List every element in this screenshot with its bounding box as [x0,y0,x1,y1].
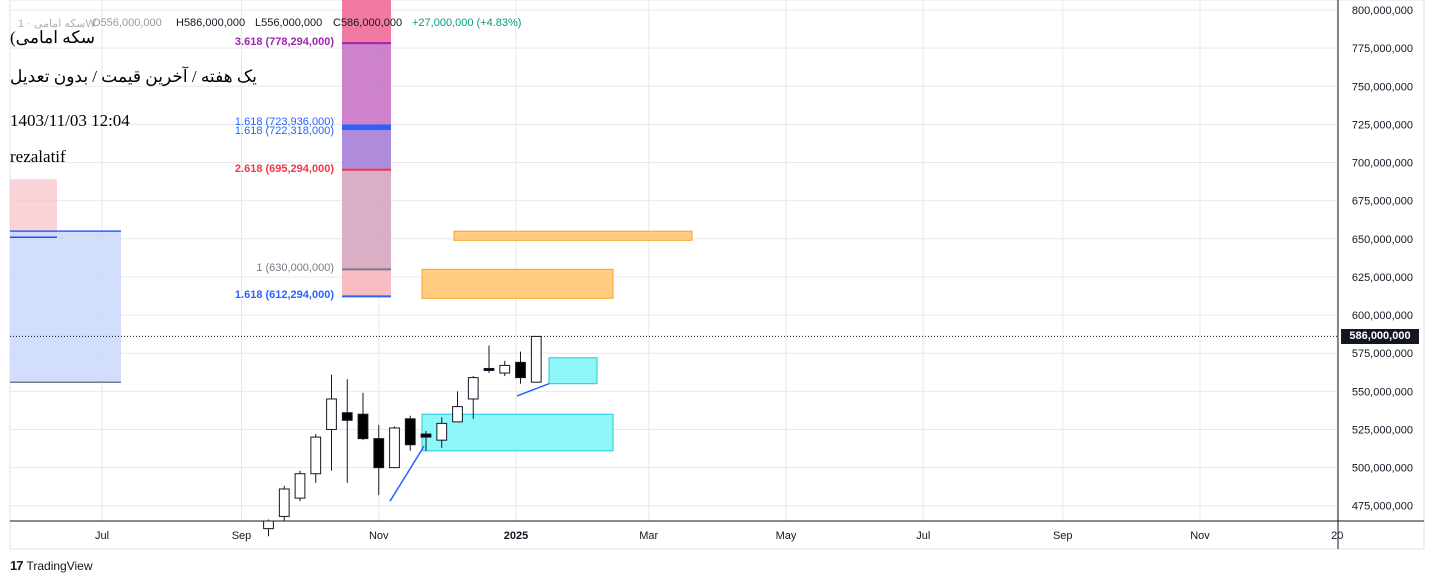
y-tick-label: 775,000,000 [1352,43,1413,55]
cyan-zone-lower [421,413,614,452]
left-blue-box [10,231,121,383]
candle [263,519,274,537]
ohlc-open: O556,000,000 [92,17,162,29]
candle-body [530,335,542,383]
candle [278,485,290,521]
y-tick-label: 800,000,000 [1352,5,1413,17]
overlay-title: (سکه امامی [10,28,95,47]
x-tick-label: Sep [1053,530,1073,542]
candle [357,392,369,441]
candle-body [294,473,306,499]
candle [294,470,306,502]
candle-body [515,361,526,379]
x-tick-label: Jul [95,530,109,542]
y-tick-label: 625,000,000 [1352,272,1413,284]
x-tick-label: May [776,530,797,542]
fib-label: 2.618 (695,294,000) [234,162,334,175]
ohlc-low: L556,000,000 [255,17,323,29]
candle [483,345,495,374]
x-tick-label: Nov [369,530,389,542]
overlay-subtitle: یک هفته / آخرین قیمت / بدون تعدیل [10,67,257,86]
candle-body [389,427,400,469]
y-tick-label: 700,000,000 [1352,158,1413,170]
chart-axes: 475,000,000 500,000,000 525,000,000 550,000… [10,0,1424,549]
candle [467,376,479,419]
brand-label: TradingView [26,558,93,573]
candle-body [404,418,416,446]
tradingview-brand[interactable]: 17 TradingView [10,558,93,573]
candle [452,391,463,423]
y-tick-label: 650,000,000 [1352,234,1413,246]
left-pink-box [10,179,57,238]
candle [515,351,526,384]
candle-body [420,433,432,438]
y-tick-label: 725,000,000 [1352,119,1413,131]
overlay-author: rezalatif [10,147,66,166]
candle-series [263,335,542,537]
candle [389,426,400,469]
trend-line-2 [516,383,550,397]
x-tick-label: 2025 [504,530,528,542]
orange-zone-upper [453,230,693,241]
candle [326,374,337,471]
candle [310,434,322,483]
y-tick-label: 575,000,000 [1352,348,1413,360]
fib-label: 1.618 (722,318,000) [234,125,334,138]
x-tick-label: Nov [1190,530,1210,542]
candle [420,431,432,451]
candle [373,424,385,496]
candle [436,417,448,448]
y-tick-label: 600,000,000 [1352,310,1413,322]
candle [530,335,542,383]
y-tick-label: 500,000,000 [1352,463,1413,475]
candle-body [467,377,479,400]
x-tick-label: Sep [232,530,252,542]
y-tick-label: 675,000,000 [1352,196,1413,208]
candle-body [310,436,322,475]
candle-body [357,413,369,440]
ohlc-close: C586,000,000 [333,17,403,29]
candle-body [483,367,495,371]
cyan-zone-upper [548,357,598,385]
candle-body [499,364,511,374]
chart-zones [10,0,1338,502]
fib-zone-top [342,0,391,44]
candle-body [278,488,290,517]
fib-zone-mid [342,126,391,170]
x-tick-label: Jul [916,530,930,542]
candle [341,379,353,483]
x-tick-label: Mar [639,530,658,542]
candle-body [263,520,274,530]
candle-body [452,406,463,423]
candle-body [326,398,337,430]
ohlc-high: H586,000,000 [176,17,246,29]
y-tick-label: 750,000,000 [1352,81,1413,93]
trend-line-1 [389,445,425,502]
candle-body [436,422,448,441]
price-change: +27,000,000 (+4.83%) [412,17,522,29]
y-tick-label: 525,000,000 [1352,424,1413,436]
symbol-legend: سکه امامی · 1W [18,18,96,30]
fib-zone-upper [342,43,391,127]
candle-body [373,438,385,469]
orange-zone-lower [421,268,614,299]
candle [404,415,416,451]
candle [499,360,511,377]
overlay-datetime: 1403/11/03 12:04 [10,111,130,130]
candle-body [341,412,353,421]
current-price-label: 586,000,000 [1341,329,1419,345]
fib-zone-bottom [342,269,391,297]
tradingview-logo-icon: 17 [10,558,24,573]
fib-label: 1 (630,000,000) [256,262,334,275]
fib-label: 1.618 (723,936,000) [234,116,334,129]
fib-label: 1.618 (612,294,000) [234,289,334,302]
fib-label: 3.618 (778,294,000) [234,36,334,49]
x-tick-label: 20 [1331,530,1343,542]
fib-zone-lower [342,169,391,270]
y-tick-label: 550,000,000 [1352,386,1413,398]
y-tick-label: 475,000,000 [1352,501,1413,513]
